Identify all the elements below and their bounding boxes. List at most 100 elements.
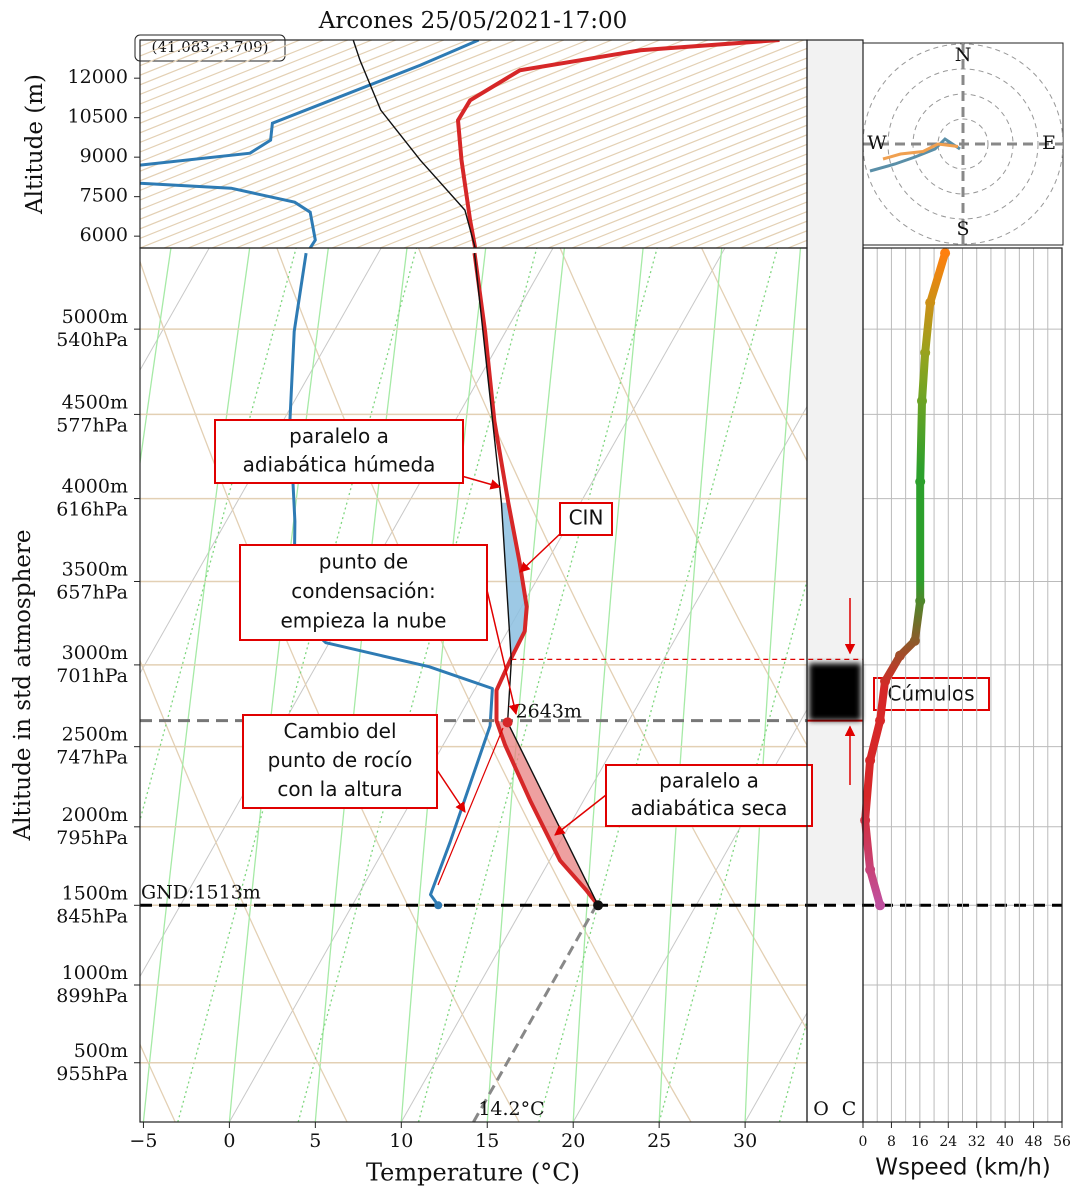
moist-adiabat bbox=[142, 248, 251, 1122]
wind-point bbox=[865, 864, 876, 875]
x-tick-label: 30 bbox=[733, 1130, 757, 1152]
y-tick-altitude: 4000m bbox=[62, 476, 128, 498]
y-tick-label: 747hPa bbox=[56, 747, 128, 769]
top-profile-line bbox=[140, 40, 480, 248]
mixing-ratio bbox=[417, 248, 658, 1122]
top-diagonal bbox=[235, 40, 757, 248]
top-diagonal bbox=[140, 40, 349, 124]
compass-label: W bbox=[867, 132, 887, 154]
annotation-box bbox=[214, 419, 464, 484]
dry-adiabat bbox=[417, 248, 807, 1031]
y-tick-altitude: 5000m bbox=[62, 306, 128, 328]
surface-temperature-label: 14.2°C bbox=[478, 1098, 544, 1120]
top-background bbox=[140, 40, 807, 248]
dry-adiabat bbox=[276, 248, 692, 1122]
annotation-arrow bbox=[457, 474, 502, 490]
wind-point bbox=[909, 635, 920, 646]
moist-adiabat bbox=[658, 248, 723, 1122]
dry-adiabat bbox=[700, 248, 807, 463]
lcl-label: 2643m bbox=[516, 701, 582, 723]
y-tick-altitude: 2000m bbox=[62, 804, 128, 826]
x-tick-label: 5 bbox=[309, 1130, 321, 1152]
y-tick-altitude: 4500m bbox=[62, 391, 128, 413]
top-y-axis-title: Altitude (m) bbox=[22, 74, 48, 215]
compass-label: N bbox=[955, 44, 972, 66]
top-diagonal bbox=[140, 40, 661, 248]
top-diagonal bbox=[643, 182, 807, 248]
top-diagonal bbox=[451, 105, 807, 248]
top-diagonal bbox=[691, 201, 807, 248]
wind-axis-title: Wspeed (km/h) bbox=[875, 1155, 1051, 1181]
dry-adiabat bbox=[140, 658, 348, 1122]
top-diagonal bbox=[140, 40, 325, 115]
top-diagonal bbox=[619, 172, 807, 248]
y-tick-altitude: 1500m bbox=[62, 882, 128, 904]
top-diagonal bbox=[331, 57, 807, 248]
lcl-dot bbox=[502, 717, 513, 728]
annotation-box bbox=[239, 544, 488, 641]
top-y-tick-label: 12000 bbox=[68, 66, 128, 88]
wind-point bbox=[925, 297, 936, 308]
dewpoint-ground-dot bbox=[434, 901, 443, 910]
dry-adiabat bbox=[975, 230, 1084, 1122]
dry-adiabat bbox=[834, 230, 1084, 1122]
annotation-text: adiabática húmeda bbox=[243, 452, 436, 476]
top-diagonal bbox=[187, 40, 709, 248]
annotation-arrow bbox=[554, 794, 607, 836]
x-tick-label: −5 bbox=[129, 1130, 157, 1152]
y-tick-label: 657hPa bbox=[56, 581, 128, 603]
hodograph bbox=[863, 43, 1063, 245]
y-tick-altitude: 3500m bbox=[62, 558, 128, 580]
annotation-arrow bbox=[486, 589, 519, 716]
annotation-text: Cambio del bbox=[283, 719, 396, 743]
surface-isotherm bbox=[472, 904, 598, 1123]
cumulus-label: Cúmulos bbox=[887, 682, 974, 706]
top-diagonal bbox=[259, 40, 781, 248]
top-diagonal bbox=[140, 40, 637, 240]
dewpoint-change-line bbox=[437, 727, 504, 886]
top-diagonal bbox=[307, 47, 807, 248]
top-diagonal bbox=[571, 153, 807, 248]
wind-point bbox=[916, 395, 927, 406]
chart-title: Arcones 25/05/2021-17:00 bbox=[318, 8, 628, 34]
cumulus-box bbox=[873, 677, 990, 711]
y-tick-label: 795hPa bbox=[56, 827, 128, 849]
annotation-text: empieza la nube bbox=[281, 609, 447, 633]
annotation-arrow bbox=[436, 769, 466, 813]
cloud-layer bbox=[809, 663, 861, 721]
moist-adiabat bbox=[486, 248, 566, 1122]
top-y-tick-label: 10500 bbox=[68, 106, 128, 128]
mixing-ratio bbox=[538, 248, 779, 1122]
top-diagonal bbox=[140, 40, 397, 144]
mixing-ratio bbox=[177, 248, 418, 1122]
top-profile-line bbox=[352, 40, 476, 248]
wind-point bbox=[915, 595, 926, 606]
top-diagonal bbox=[163, 40, 685, 248]
moist-adiabat bbox=[744, 248, 802, 1122]
top-diagonal bbox=[715, 210, 807, 248]
wind-point bbox=[880, 676, 891, 687]
annotation-box bbox=[242, 714, 438, 809]
top-diagonal bbox=[427, 95, 807, 248]
annotation-text: punto de bbox=[319, 549, 408, 573]
annotation-text: paralelo a bbox=[289, 424, 389, 448]
annotation-text: paralelo a bbox=[659, 768, 759, 792]
cloud-category: O bbox=[813, 1098, 829, 1120]
wind-point bbox=[894, 650, 905, 661]
top-diagonal bbox=[140, 40, 493, 182]
top-diagonal bbox=[140, 40, 301, 105]
top-diagonal bbox=[475, 114, 807, 248]
mixing-ratio bbox=[297, 248, 538, 1122]
wind-point bbox=[920, 347, 931, 358]
moist-adiabat bbox=[572, 248, 644, 1122]
top-diagonal bbox=[140, 40, 589, 220]
wind-x-tick-label: 8 bbox=[887, 1134, 896, 1150]
y-tick-altitude: 2500m bbox=[62, 724, 128, 746]
top-diagonal bbox=[140, 40, 445, 163]
moist-adiabat bbox=[140, 248, 172, 468]
isotherm bbox=[140, 248, 382, 675]
top-diagonal bbox=[140, 40, 253, 86]
top-diagonal bbox=[499, 124, 807, 248]
y-tick-label: 701hPa bbox=[56, 665, 128, 687]
y-tick-altitude: 1000m bbox=[62, 962, 128, 984]
